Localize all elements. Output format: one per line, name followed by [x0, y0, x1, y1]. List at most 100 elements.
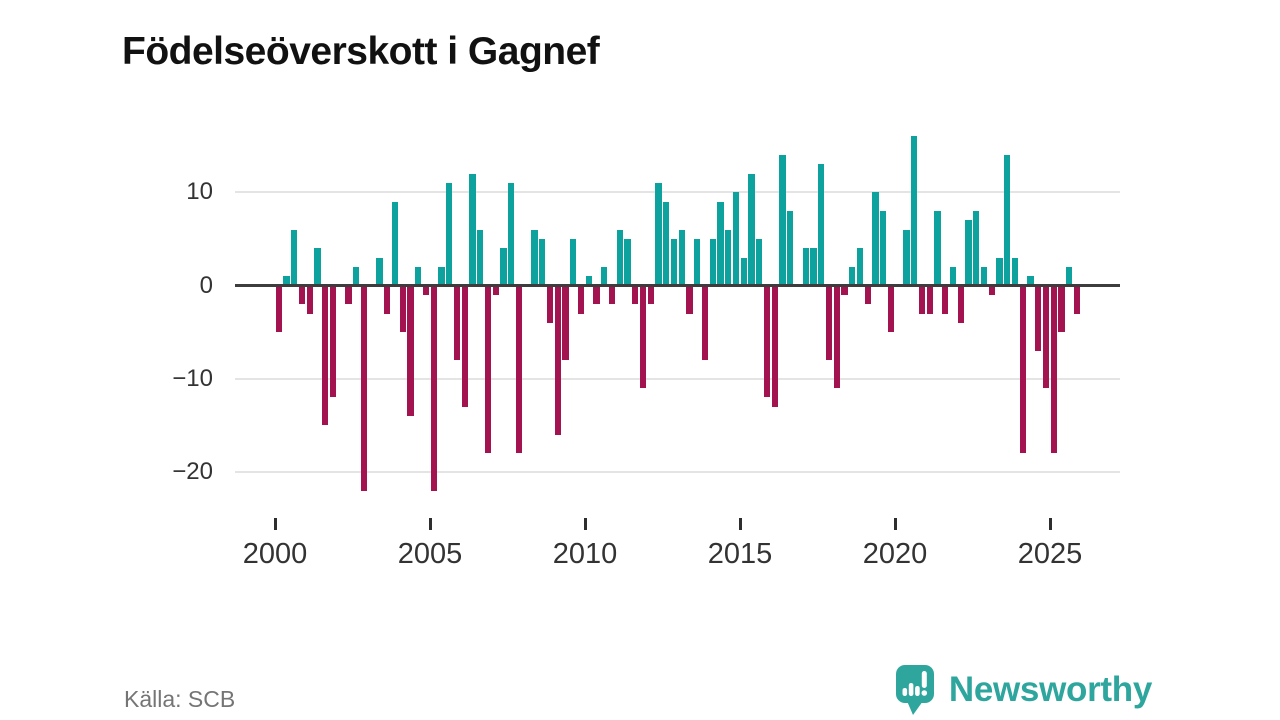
zero-axis-line: [235, 284, 1120, 287]
bar-2011Q3: [632, 285, 639, 305]
y-tick-label--10: −10: [172, 364, 213, 392]
bar-2007Q4: [515, 285, 523, 454]
bar-2009Q4: [577, 285, 585, 314]
x-tick-label-2015: 2015: [707, 538, 773, 570]
bar-2013Q1: [678, 229, 685, 286]
bar-2008Q4: [546, 285, 554, 323]
bar-2017Q3: [818, 164, 825, 286]
bar-2019Q4: [887, 285, 895, 333]
bar-2010Q3: [601, 266, 608, 286]
bar-2015Q3: [756, 238, 763, 286]
bar-2018Q4: [856, 248, 864, 286]
bar-2015Q4: [763, 285, 771, 398]
bar-2020Q3: [911, 136, 918, 286]
bar-2018Q2: [841, 285, 848, 295]
bar-2018Q3: [849, 266, 856, 286]
bar-2021Q2: [934, 210, 941, 286]
bar-2017Q4: [825, 285, 833, 361]
x-tick-mark-2000: [273, 518, 277, 530]
bar-2012Q2: [655, 183, 662, 286]
bar-2000Q3: [291, 229, 298, 286]
x-tick-mark-2010: [583, 518, 587, 530]
bar-2002Q2: [345, 285, 352, 305]
bar-2008Q2: [531, 229, 538, 286]
bar-2022Q3: [973, 210, 980, 286]
bar-2005Q1: [430, 285, 437, 491]
y-tick-label-0: 0: [199, 271, 213, 299]
bar-2024Q2: [1027, 276, 1034, 286]
bar-2013Q4: [701, 285, 709, 361]
bar-2014Q1: [709, 238, 716, 286]
bar-2014Q3: [725, 229, 732, 286]
newsworthy-wordmark: Newsworthy: [948, 670, 1152, 709]
bar-2011Q2: [624, 238, 631, 286]
bar-2009Q2: [562, 285, 569, 361]
source-note: Källa: SCB: [124, 686, 236, 712]
bar-2010Q1: [585, 276, 592, 286]
bar-2019Q1: [864, 285, 871, 305]
bar-2001Q3: [322, 285, 329, 426]
newsworthy-bubble-chart-icon: [895, 665, 934, 715]
bar-2010Q4: [608, 285, 616, 305]
bar-2003Q3: [384, 285, 391, 314]
bar-2022Q1: [957, 285, 964, 323]
x-tick-mark-2015: [738, 518, 742, 530]
bar-2005Q2: [438, 266, 445, 286]
bar-2000Q4: [298, 285, 306, 305]
bar-2025Q4: [1073, 285, 1081, 314]
bar-2004Q3: [415, 266, 422, 286]
bar-2015Q1: [740, 257, 747, 286]
bar-2016Q3: [787, 210, 794, 286]
bar-2015Q2: [748, 173, 755, 286]
bar-2005Q4: [453, 285, 461, 361]
bar-2001Q2: [314, 248, 321, 286]
bar-2011Q4: [639, 285, 647, 388]
bar-2007Q1: [492, 285, 499, 295]
x-tick-label-2010: 2010: [552, 538, 618, 570]
bar-2001Q4: [329, 285, 337, 398]
bar-2021Q3: [942, 285, 949, 314]
bar-2009Q1: [554, 285, 561, 435]
bar-2008Q3: [539, 238, 546, 286]
bar-2003Q4: [391, 201, 399, 286]
bar-2023Q1: [988, 285, 995, 295]
bar-2004Q4: [422, 285, 430, 295]
bar-2023Q3: [1004, 155, 1011, 286]
bar-2025Q3: [1066, 266, 1073, 286]
bar-2018Q1: [833, 285, 840, 388]
bar-2014Q4: [732, 192, 740, 286]
bar-2004Q2: [407, 285, 414, 416]
bar-2020Q2: [903, 229, 910, 286]
bar-2002Q3: [353, 266, 360, 286]
x-tick-label-2025: 2025: [1017, 538, 1083, 570]
bar-2020Q4: [918, 285, 926, 314]
x-tick-label-2000: 2000: [242, 538, 308, 570]
x-tick-mark-2020: [893, 518, 897, 530]
bar-2000Q2: [283, 276, 290, 286]
gridline-y--10: [235, 377, 1120, 380]
bar-2023Q2: [996, 257, 1003, 286]
bar-2016Q2: [779, 155, 786, 286]
bar-2025Q1: [1050, 285, 1057, 454]
bar-2003Q2: [376, 257, 383, 286]
bar-2004Q1: [399, 285, 406, 333]
bar-2011Q1: [616, 229, 623, 286]
bar-2024Q1: [1019, 285, 1026, 454]
x-tick-mark-2005: [428, 518, 432, 530]
bar-2019Q3: [880, 210, 887, 286]
bar-2012Q3: [663, 201, 670, 286]
y-tick-label-10: 10: [186, 178, 213, 206]
x-tick-label-2005: 2005: [397, 538, 463, 570]
bar-2002Q4: [360, 285, 368, 491]
bar-2012Q4: [670, 238, 678, 286]
bar-2016Q1: [771, 285, 778, 407]
bar-2019Q2: [872, 192, 879, 286]
bar-2023Q4: [1011, 257, 1019, 286]
bar-2014Q2: [717, 201, 724, 286]
bar-2025Q2: [1058, 285, 1065, 333]
bar-2007Q2: [500, 248, 507, 286]
gridline-y--20: [235, 470, 1120, 473]
bar-2021Q4: [949, 266, 957, 286]
bar-2013Q3: [694, 238, 701, 286]
bar-2017Q2: [810, 248, 817, 286]
